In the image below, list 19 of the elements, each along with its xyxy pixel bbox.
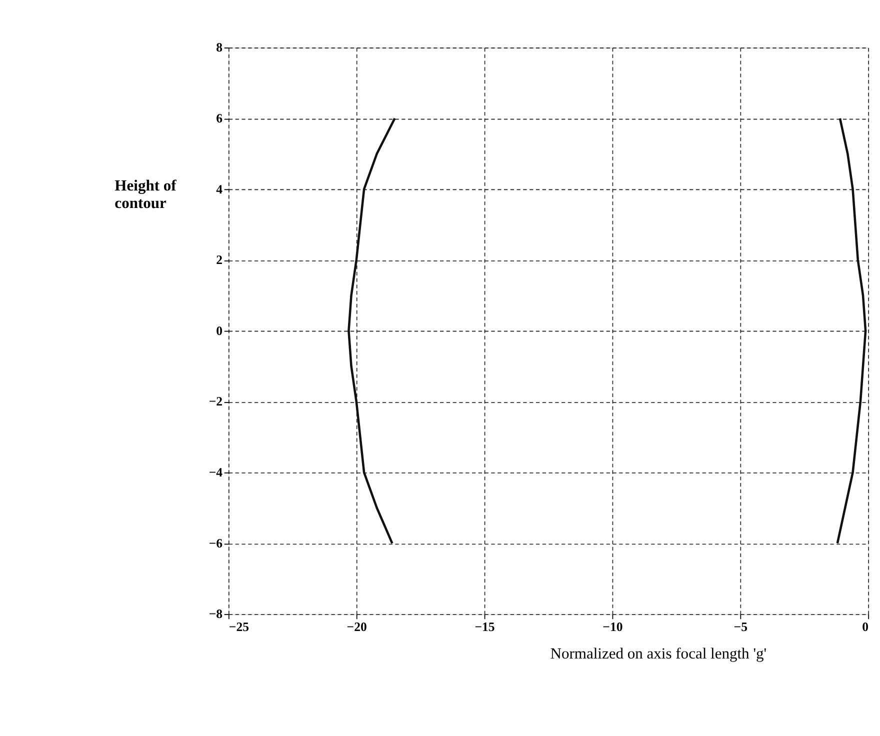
x-axis-title: Normalized on axis focal length 'g' bbox=[550, 645, 767, 662]
y-tick-label: 2 bbox=[216, 253, 223, 268]
y-tick-label: −8 bbox=[208, 607, 223, 622]
y-tick-label: −4 bbox=[208, 466, 224, 480]
y-tick-label: 0 bbox=[216, 324, 223, 338]
y-axis-title: Height of contour bbox=[114, 178, 178, 212]
y-tick-label: 6 bbox=[216, 111, 224, 126]
y-tick-label: 8 bbox=[216, 40, 223, 55]
y-tick-label: 4 bbox=[216, 182, 224, 196]
y-tick-label: −6 bbox=[208, 536, 224, 550]
x-tick-label: −10 bbox=[602, 620, 623, 634]
x-tick-label: −25 bbox=[228, 620, 249, 634]
line-series bbox=[836, 117, 867, 544]
y-tick-label: −2 bbox=[208, 394, 223, 409]
x-tick-label: −15 bbox=[474, 620, 495, 634]
line-series bbox=[348, 117, 396, 544]
x-tick-label: −5 bbox=[734, 620, 748, 634]
x-tick-label: −20 bbox=[346, 620, 367, 634]
x-tick-label: 0 bbox=[862, 620, 869, 634]
